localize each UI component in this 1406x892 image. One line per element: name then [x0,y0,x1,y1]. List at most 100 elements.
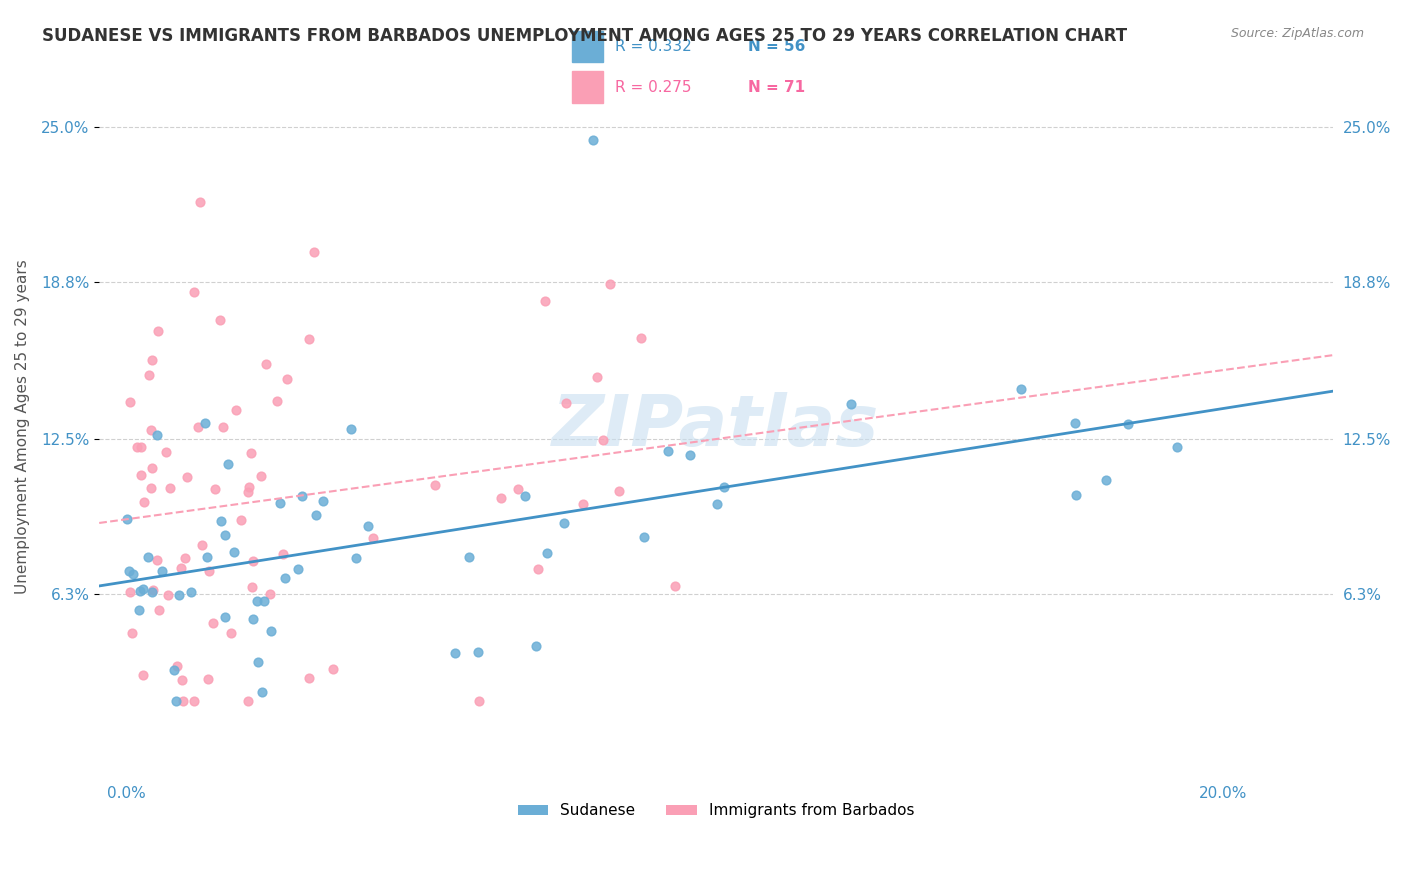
Point [607,484,630,499]
Point [139,481,162,495]
Point [194,416,217,430]
Point [582,133,605,147]
Point [361,532,384,546]
Point [134,494,156,508]
Point [229,513,252,527]
Point [176,469,198,483]
Point [146,553,169,567]
Text: R = 0.275: R = 0.275 [614,80,692,95]
Point [706,497,728,511]
Point [274,571,297,585]
Point [357,519,380,533]
Point [122,567,145,582]
Point [239,445,262,459]
Point [839,397,862,411]
Point [630,331,652,345]
Point [298,333,321,347]
Point [156,589,179,603]
Point [592,433,614,447]
Point [141,423,163,437]
Point [197,564,219,578]
Point [150,564,173,578]
Point [266,394,288,409]
Point [169,561,191,575]
Point [713,479,735,493]
Point [121,626,143,640]
Point [572,497,595,511]
Point [240,580,263,594]
Point [155,444,177,458]
Point [526,639,548,653]
Point [163,663,186,677]
Point [202,615,225,630]
Text: Source: ZipAtlas.com: Source: ZipAtlas.com [1230,27,1364,40]
Point [118,585,141,599]
Point [188,195,211,210]
Point [242,612,264,626]
Point [305,508,328,522]
Point [1010,382,1032,396]
Text: N = 56: N = 56 [748,39,806,54]
Point [141,353,163,368]
Bar [572,31,603,62]
Legend: Sudanese, Immigrants from Barbados: Sudanese, Immigrants from Barbados [512,797,921,824]
Point [159,481,181,495]
Point [169,587,191,601]
Point [458,550,481,565]
Point [141,585,163,599]
Point [190,538,212,552]
Point [489,491,512,505]
Point [180,585,202,599]
Point [467,694,489,708]
Point [311,493,333,508]
Point [533,293,555,308]
Point [195,549,218,564]
Point [129,467,152,482]
Point [219,626,242,640]
Point [1116,417,1139,431]
Point [260,624,283,639]
Point [344,550,367,565]
Point [136,549,159,564]
Point [250,685,273,699]
Point [553,516,575,530]
Point [527,562,550,576]
Point [209,515,232,529]
Point [238,479,260,493]
Point [174,550,197,565]
Point [242,554,264,568]
Point [443,646,465,660]
Point [183,694,205,708]
Point [1063,416,1085,430]
Point [536,546,558,560]
Point [187,420,209,434]
Point [212,419,235,434]
Point [236,485,259,500]
Point [1064,488,1087,502]
Point [302,245,325,260]
Point [132,582,155,597]
Point [245,594,267,608]
Point [118,395,141,409]
Point [555,396,578,410]
Point [204,482,226,496]
Point [271,547,294,561]
Point [1094,473,1116,487]
Point [141,460,163,475]
Point [664,579,686,593]
Point [236,694,259,708]
Point [247,655,270,669]
Point [322,662,344,676]
Point [633,530,655,544]
Point [599,277,621,291]
Point [679,448,702,462]
Point [249,468,271,483]
Point [172,673,194,687]
Point [253,594,276,608]
Point [146,324,169,338]
Point [146,427,169,442]
Text: R = 0.332: R = 0.332 [614,39,692,54]
Point [214,610,236,624]
Point [222,545,245,559]
Point [467,645,489,659]
